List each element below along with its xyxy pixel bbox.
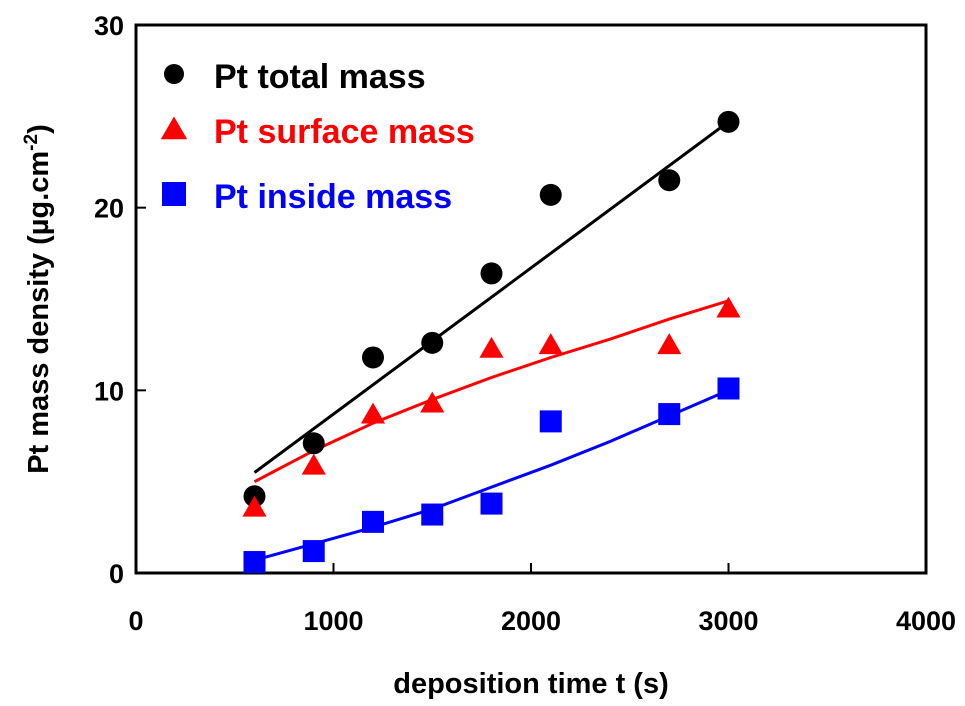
fit-line — [253, 120, 730, 474]
y-tick-label: 30 — [94, 11, 124, 41]
data-point — [480, 492, 503, 515]
y-axis-ticks: 0 10 20 30 — [94, 11, 146, 589]
data-point — [420, 391, 445, 413]
legend: Pt total mass Pt surface mass Pt inside ma… — [160, 58, 475, 216]
data-points — [242, 110, 741, 574]
data-point — [302, 432, 325, 455]
data-point — [362, 346, 384, 369]
data-point — [421, 331, 444, 354]
x-tick-label: 2000 — [501, 606, 561, 636]
y-tick-label: 0 — [109, 559, 124, 589]
data-point — [421, 503, 444, 526]
legend-label: Pt surface mass — [214, 113, 475, 151]
data-point — [301, 453, 326, 475]
fit-line — [253, 299, 729, 484]
data-point — [302, 540, 325, 563]
data-point — [160, 116, 188, 140]
y-tick-label: 10 — [94, 376, 124, 406]
fit-lines — [253, 120, 730, 562]
data-point — [243, 551, 266, 574]
x-tick-label: 0 — [128, 606, 143, 636]
data-point — [657, 333, 682, 355]
y-axis-title-superscript: -2 — [21, 134, 42, 151]
data-point — [716, 296, 741, 318]
data-point — [658, 403, 681, 426]
data-point — [717, 377, 740, 400]
data-point — [538, 333, 563, 355]
data-point — [162, 182, 186, 206]
legend-label: Pt inside mass — [214, 178, 452, 216]
fit-line — [254, 388, 730, 562]
y-tick-label: 20 — [94, 194, 124, 224]
y-axis-title-close: ) — [23, 124, 55, 134]
data-point — [362, 510, 384, 533]
data-point — [480, 262, 503, 285]
data-point — [479, 336, 504, 358]
data-point — [360, 402, 386, 424]
x-tick-label: 4000 — [896, 606, 956, 636]
data-point — [717, 110, 740, 133]
y-axis-title: Pt mass density (µg.cm-2) — [21, 124, 55, 474]
x-tick-label: 1000 — [303, 606, 363, 636]
data-point — [242, 495, 267, 517]
x-axis-title: deposition time t (s) — [393, 668, 669, 700]
data-point — [539, 183, 562, 206]
y-axis-title-main: Pt mass density (µg.cm — [23, 151, 55, 474]
x-axis-ticks: 0 1000 2000 3000 4000 — [128, 563, 956, 636]
legend-label: Pt total mass — [214, 58, 426, 96]
x-tick-label: 3000 — [698, 606, 758, 636]
data-point — [658, 169, 681, 192]
data-point — [539, 410, 562, 433]
data-point — [164, 64, 184, 84]
